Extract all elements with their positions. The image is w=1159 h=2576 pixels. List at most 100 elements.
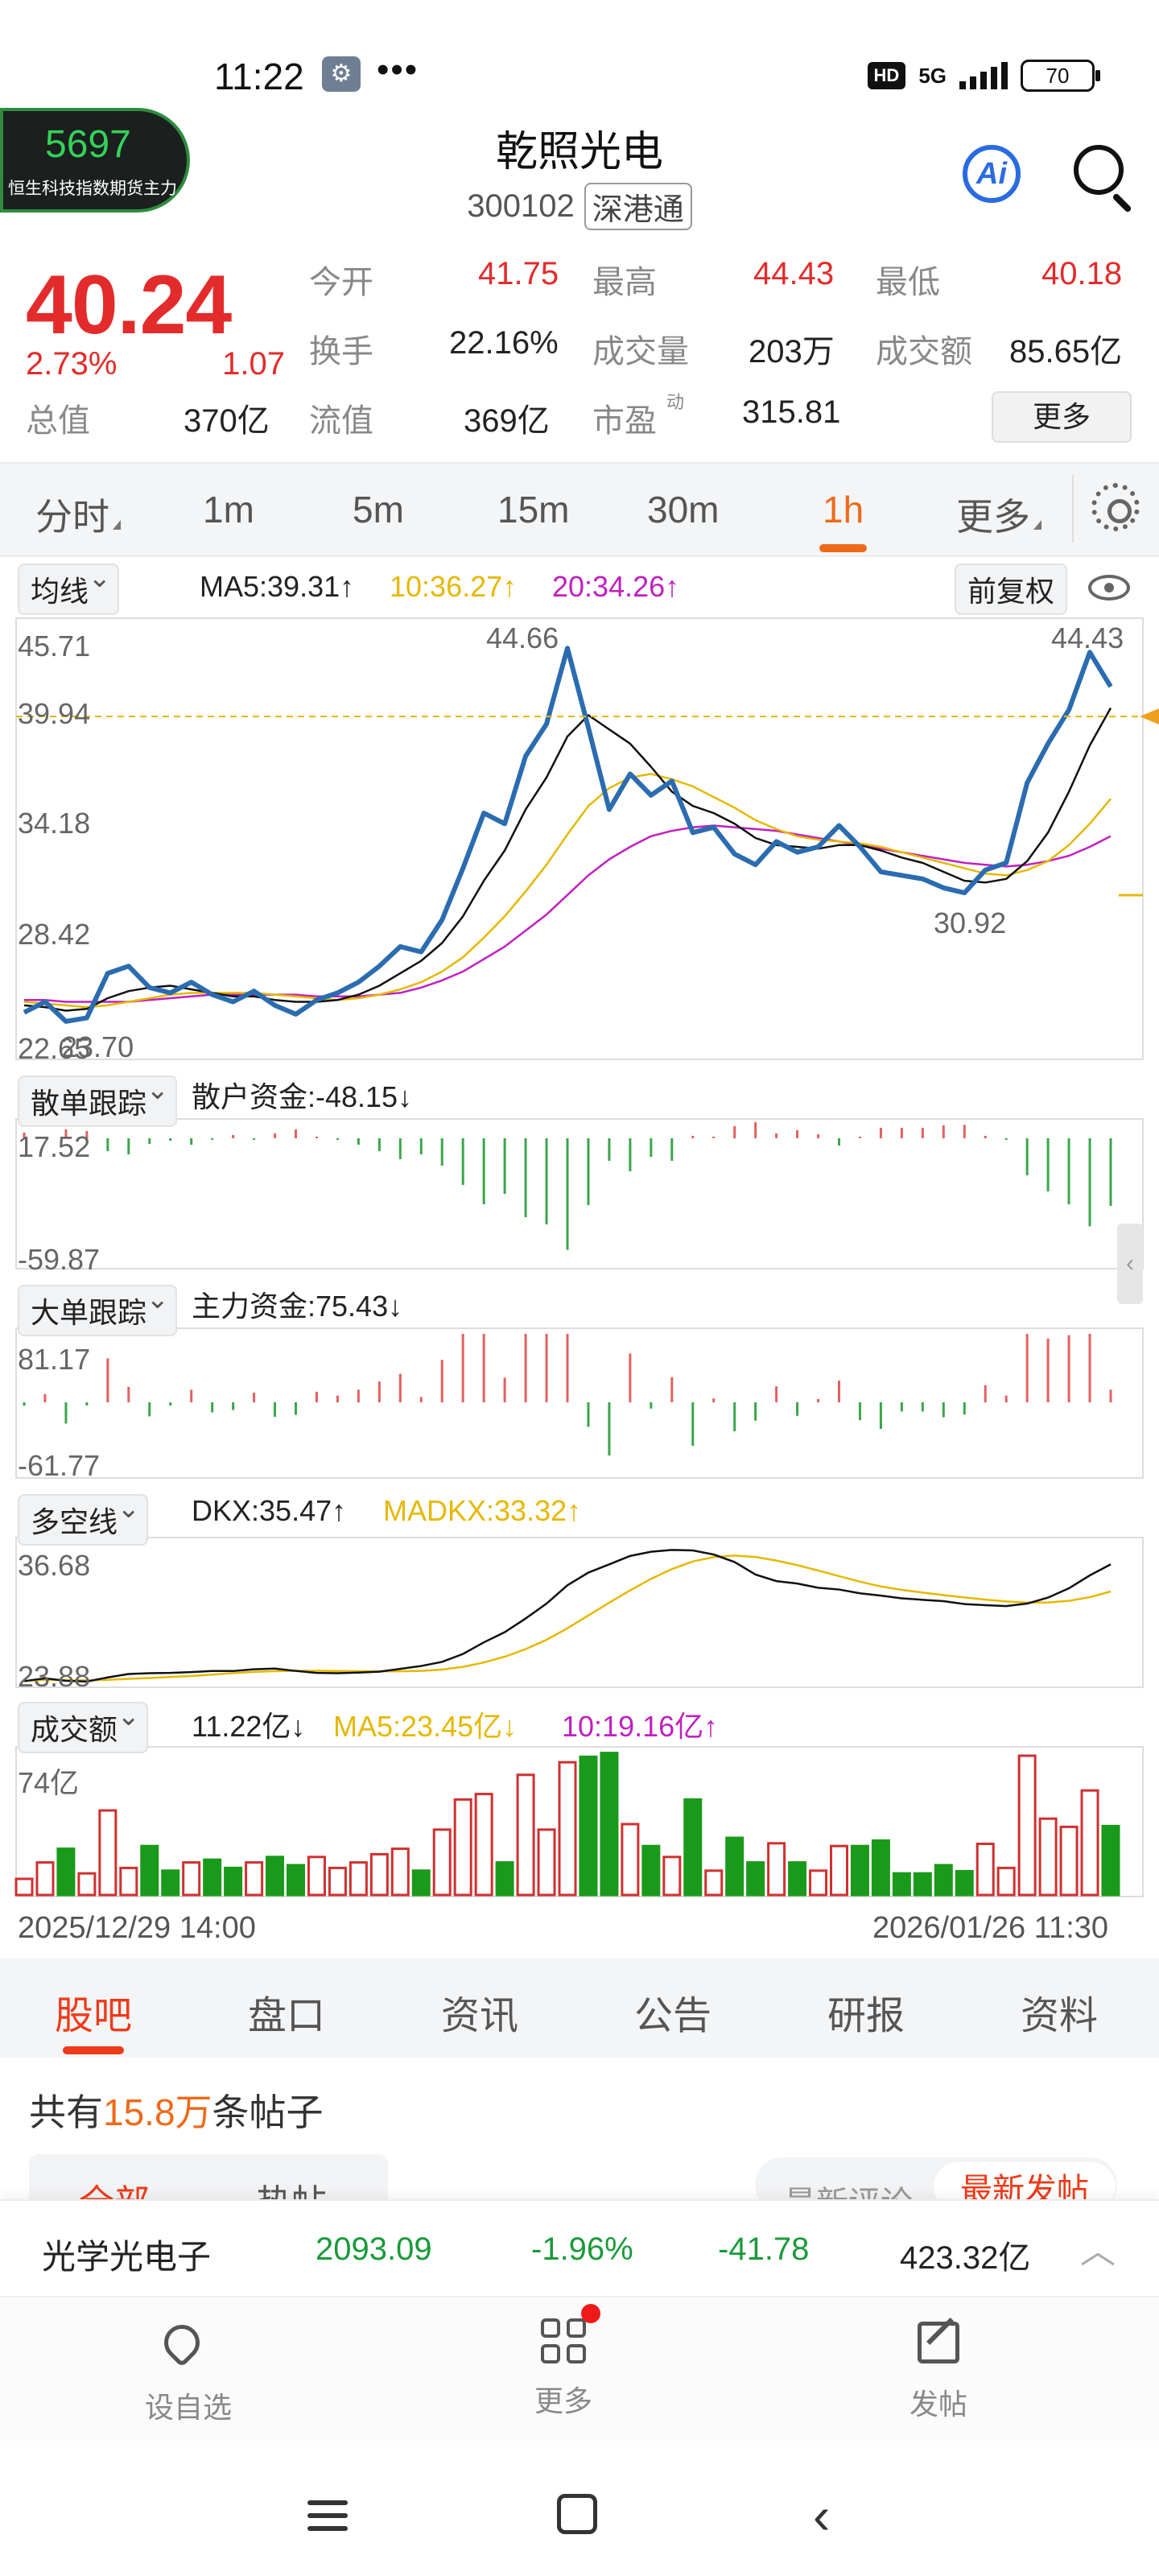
hd-badge: HD xyxy=(867,62,906,89)
amount-bar xyxy=(307,1856,326,1897)
sector-bar[interactable]: 光学光电子 2093.09 -1.96% -41.78 423.32亿 ︿ xyxy=(0,2199,1159,2296)
amount-bar xyxy=(641,1844,661,1897)
madkx-line xyxy=(23,1554,1112,1682)
bottom-action-bar: 设自选 更多 发帖 xyxy=(0,2296,1159,2441)
amount-bar xyxy=(161,1869,180,1897)
kline-chart[interactable] xyxy=(0,557,1159,1958)
trough-label: 30.92 xyxy=(934,906,1007,939)
low-value: 40.18 xyxy=(1041,256,1123,291)
tab-research[interactable]: 研报 xyxy=(827,1995,905,2037)
amount-bar xyxy=(328,1866,347,1897)
amount-bar xyxy=(996,1866,1016,1897)
amount-bar xyxy=(579,1755,598,1897)
price-line xyxy=(23,646,1113,1024)
ai-icon[interactable]: Ai xyxy=(963,145,1021,203)
retail-indicator-select[interactable]: 散单跟踪 xyxy=(18,1074,178,1127)
amount-bar xyxy=(558,1761,577,1897)
x-axis-end: 2026/01/26 11:30 xyxy=(872,1911,1109,1945)
retail-y-top: 17.52 xyxy=(18,1130,91,1163)
amount-bar xyxy=(266,1856,285,1897)
tab-profile[interactable]: 资料 xyxy=(1021,1995,1099,2037)
tab-1m[interactable]: 1m xyxy=(203,489,254,530)
amount-bar xyxy=(140,1844,159,1897)
tab-pankou[interactable]: 盘口 xyxy=(248,1995,326,2037)
ma-indicator-select[interactable]: 均线 xyxy=(18,562,120,615)
tab-1h[interactable]: 1h xyxy=(819,489,868,552)
connect-tag[interactable]: 深港通 xyxy=(584,183,692,230)
amount-bar xyxy=(474,1793,493,1897)
main-panel-frame xyxy=(15,617,1144,1060)
amount-bar xyxy=(453,1798,472,1897)
tab-news[interactable]: 资讯 xyxy=(441,1995,519,2037)
amount-bar xyxy=(1017,1754,1037,1897)
ma20-text: 20:34.26↑ xyxy=(552,570,680,603)
tab-divider xyxy=(1072,475,1074,543)
fuquan-button[interactable]: 前复权 xyxy=(955,564,1068,615)
eye-icon[interactable] xyxy=(1088,575,1130,601)
tab-30m[interactable]: 30m xyxy=(647,489,720,530)
dkx-line xyxy=(23,1549,1112,1683)
sector-amount: 423.32亿 xyxy=(900,2240,1031,2276)
stock-title: 乾照光电 300102 深港通 xyxy=(0,113,1159,230)
amount-bar xyxy=(56,1847,76,1897)
tab-fenshi[interactable]: 分时 xyxy=(35,488,121,541)
amount-indicator-select[interactable]: 成交额 xyxy=(18,1700,149,1753)
amount-bars xyxy=(14,1752,1120,1897)
ma20-line xyxy=(24,824,1112,1003)
chevron-up-icon[interactable]: ︿ xyxy=(1080,2231,1116,2271)
tab-guba[interactable]: 股吧 xyxy=(55,1984,132,2054)
gear-icon[interactable] xyxy=(1091,483,1140,531)
y-tick-4: 28.42 xyxy=(18,918,91,951)
retail-bars xyxy=(23,1122,1112,1250)
amount-bar xyxy=(390,1847,410,1897)
float-cap-value: 369亿 xyxy=(464,403,550,439)
tab-more[interactable]: 更多 xyxy=(956,488,1041,541)
more-quote-button[interactable]: 更多 xyxy=(992,391,1132,443)
tab-5m[interactable]: 5m xyxy=(353,489,404,530)
amount-bar xyxy=(704,1869,724,1897)
more-button[interactable]: 更多 xyxy=(483,2318,644,2420)
amount-bar xyxy=(495,1861,514,1897)
tab-announcements[interactable]: 公告 xyxy=(634,1995,712,2037)
dkx-lines xyxy=(23,1549,1112,1683)
amount-bar xyxy=(830,1844,848,1897)
tab-15m[interactable]: 15m xyxy=(497,489,570,530)
amount-bar xyxy=(224,1866,243,1897)
low-label: 23.70 xyxy=(61,1030,134,1063)
amount-value: 11.22亿↓ xyxy=(192,1710,306,1743)
heart-icon xyxy=(156,2317,208,2368)
current-price: 40.24 xyxy=(26,258,232,352)
float-cap-label: 流值 xyxy=(309,403,373,439)
amount-bar xyxy=(621,1823,640,1897)
amount-bar xyxy=(683,1798,703,1897)
amount-bar xyxy=(14,1877,34,1897)
post-button[interactable]: 发帖 xyxy=(858,2318,1019,2423)
volume-label: 成交量 xyxy=(592,334,689,369)
dkx-indicator-select[interactable]: 多空线 xyxy=(18,1492,149,1546)
force-y-top: 81.17 xyxy=(18,1343,91,1376)
watchlist-button[interactable]: 设自选 xyxy=(108,2317,269,2426)
content-tabs: 股吧 盘口 资讯 公告 研报 资料 xyxy=(0,1958,1159,2058)
back-icon[interactable]: ‹ xyxy=(813,2487,831,2545)
status-time: 11:22 xyxy=(214,56,304,97)
amount-ma10: 10:19.16亿↑ xyxy=(562,1710,719,1743)
amount-bar xyxy=(850,1844,869,1897)
main-force-panel-frame xyxy=(15,1327,1144,1479)
collapse-handle[interactable]: ‹ xyxy=(1117,1224,1143,1304)
pe-sup: 动 xyxy=(666,392,685,412)
index-floating-widget[interactable]: 5697 恒生科技指数期货主力 xyxy=(0,108,190,213)
stock-code: 300102 xyxy=(467,188,575,224)
ma5-text: MA5:39.31↑ xyxy=(200,570,355,603)
amount-bar xyxy=(349,1861,368,1897)
search-icon[interactable] xyxy=(1074,145,1124,195)
force-indicator-select[interactable]: 大单跟踪 xyxy=(18,1283,178,1336)
pe-value: 315.81 xyxy=(742,394,841,430)
watchlist-label: 设自选 xyxy=(144,2391,232,2424)
high-label: 44.43 xyxy=(1051,621,1124,654)
home-icon[interactable] xyxy=(557,2494,597,2534)
menu-icon[interactable] xyxy=(307,2500,348,2539)
turnover-value: 22.16% xyxy=(449,325,559,361)
low-label: 最低 xyxy=(876,265,940,300)
amount-bar xyxy=(516,1773,535,1897)
amount-bar xyxy=(1080,1789,1099,1897)
